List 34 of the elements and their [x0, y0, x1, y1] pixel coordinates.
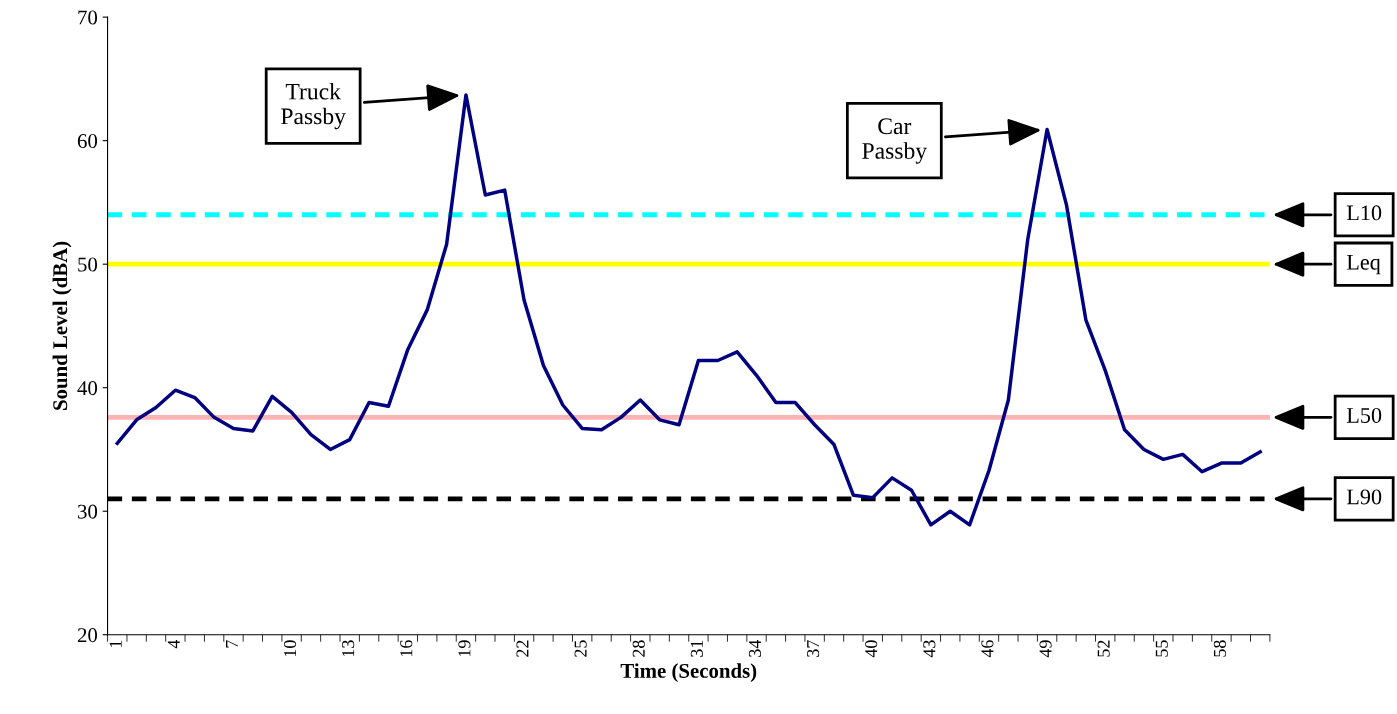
annotation: Truck Passby — [281, 82, 346, 130]
x-tick-label: 49 — [1039, 640, 1052, 658]
x-tick-label: 46 — [981, 640, 994, 658]
annotation: Car Passby — [862, 118, 928, 164]
x-tick-label: 28 — [632, 640, 645, 657]
ref-line-label: L10 — [1346, 205, 1382, 221]
x-tick-label: 19 — [458, 640, 471, 657]
x-tick-label: 37 — [807, 640, 820, 657]
x-tick-label: 43 — [923, 640, 936, 658]
x-tick-label: 40 — [865, 640, 878, 658]
ref-line-label: L50 — [1346, 407, 1382, 423]
y-axis-title: Sound Level (dBA) — [52, 241, 72, 410]
y-tick-label: 20 — [77, 628, 98, 643]
x-tick-label: 22 — [516, 640, 529, 657]
y-tick-label: 40 — [77, 381, 98, 396]
x-tick-label: 10 — [283, 640, 297, 657]
x-tick-label: 52 — [1097, 640, 1110, 657]
x-tick-label: 16 — [400, 640, 413, 657]
x-tick-label: 55 — [1155, 640, 1168, 657]
x-tick-label: 7 — [226, 640, 238, 648]
x-tick-label: 58 — [1213, 640, 1226, 657]
y-tick-label: 70 — [78, 10, 98, 25]
x-tick-label: 34 — [748, 639, 762, 657]
y-tick-label: 30 — [78, 504, 98, 519]
x-tick-label: 4 — [167, 639, 180, 649]
x-tick-label: 13 — [342, 640, 355, 657]
x-tick-label: 25 — [574, 640, 587, 657]
ref-line-label: Leq — [1346, 254, 1381, 275]
y-tick-label: 50 — [78, 257, 98, 272]
x-tick-label: 31 — [690, 640, 703, 657]
x-axis-title: Time (Seconds) — [620, 663, 757, 683]
x-tick-label: 1 — [109, 640, 122, 648]
ref-line-label: L90 — [1346, 489, 1382, 505]
y-tick-label: 60 — [77, 134, 98, 149]
